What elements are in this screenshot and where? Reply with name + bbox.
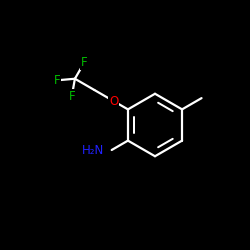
Text: F: F xyxy=(54,74,60,87)
Text: F: F xyxy=(81,56,87,69)
Text: H₂N: H₂N xyxy=(82,144,104,156)
Text: O: O xyxy=(109,95,118,108)
Text: F: F xyxy=(68,90,75,103)
Text: H: H xyxy=(96,144,104,156)
